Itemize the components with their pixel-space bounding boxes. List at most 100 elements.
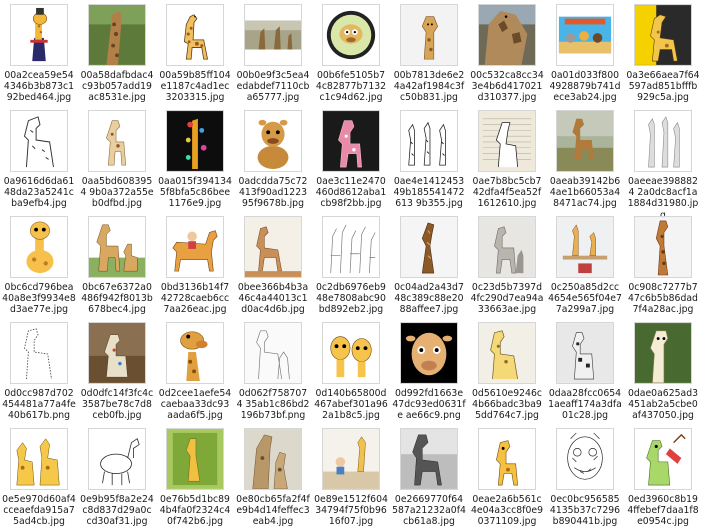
file-name-label: 0eae2a6b561c4e04a3cc8f0e90371109.jpg: [470, 494, 544, 528]
file-item[interactable]: 0d2cee1aefe54caebaa33dc93aada6f5.jpg: [156, 318, 234, 424]
file-name-label: 0ec0bc9565854135b37c7296b890441b.jpg: [549, 494, 621, 528]
image-thumbnail[interactable]: [634, 110, 692, 172]
file-item[interactable]: 0e89e1512f60434794f75f0b9616f07.jpg: [312, 424, 390, 530]
image-thumbnail[interactable]: [88, 428, 146, 490]
image-thumbnail[interactable]: [244, 216, 302, 278]
file-item[interactable]: 0ae7b8bc5cb742dfa4f5ea52f1612610.jpg: [468, 106, 546, 212]
file-item[interactable]: 00a2cea59e544346b3b873c192bed464.jpg: [0, 0, 78, 106]
image-thumbnail[interactable]: [88, 110, 146, 172]
image-thumbnail[interactable]: [10, 322, 68, 384]
image-thumbnail[interactable]: [634, 216, 692, 278]
image-thumbnail[interactable]: [244, 322, 302, 384]
file-item[interactable]: 0aa015f3941345f8bfa5c86bee1176e9.jpg: [156, 106, 234, 212]
file-item[interactable]: 0d992fd1663e47dc93ed0631fe ae66c9.png: [390, 318, 468, 424]
thumbnail-container: [78, 320, 156, 386]
image-thumbnail[interactable]: [10, 110, 68, 172]
file-item[interactable]: 0c908c7277b747c6b5b86dad7f4a28ac.jpg: [624, 212, 702, 318]
file-item[interactable]: 0bc67e6372a0486f942f8013b678bec4.jpg: [78, 212, 156, 318]
image-thumbnail[interactable]: [88, 4, 146, 66]
file-item[interactable]: 0c23d5b7397d4fc290d7ea94a33663ae.jpg: [468, 212, 546, 318]
image-thumbnail[interactable]: [322, 4, 380, 66]
image-thumbnail[interactable]: [322, 322, 380, 384]
image-thumbnail[interactable]: [478, 428, 536, 490]
file-item[interactable]: 00a58dafbdac4c93b057add19ac8531e.jpg: [78, 0, 156, 106]
file-item[interactable]: 0a3e66aea7f64597ad851bfffb929c5a.jpg: [624, 0, 702, 106]
file-item[interactable]: 0e9b95f8a2e24c8d837d29a0ccd30af31.jpg: [78, 424, 156, 530]
file-item[interactable]: 0a9616d6da6148da23a5241cba9efb4.jpg: [0, 106, 78, 212]
file-item[interactable]: 0e5e970d60af4cceaefda915a75ad4cb.jpg: [0, 424, 78, 530]
image-thumbnail[interactable]: [166, 322, 224, 384]
image-thumbnail[interactable]: [88, 322, 146, 384]
image-thumbnail[interactable]: [400, 428, 458, 490]
image-thumbnail[interactable]: [10, 4, 68, 66]
image-thumbnail[interactable]: [322, 428, 380, 490]
file-item[interactable]: 0aa5bd6083954 9b0a372a55eb0dfbd.jpg: [78, 106, 156, 212]
file-item[interactable]: 0eae2a6b561c4e04a3cc8f0e90371109.jpg: [468, 424, 546, 530]
file-item[interactable]: 0bc6cd796bea40a8e3f9934e8d3ae77e.jpg: [0, 212, 78, 318]
file-item[interactable]: 0c2db6976eb948e7808abc90bd892eb2.jpg: [312, 212, 390, 318]
image-thumbnail[interactable]: [556, 110, 614, 172]
file-item[interactable]: 0d140b65800d467abef301a962a1b8c5.jpg: [312, 318, 390, 424]
image-thumbnail[interactable]: [244, 428, 302, 490]
file-item[interactable]: 0ed3960c8b194ffebef7daa1f8e0954c.jpg: [624, 424, 702, 530]
file-item[interactable]: 0d0cc987d702454481a77a4fe40b617b.png: [0, 318, 78, 424]
file-name-label: 0e2669770f64587a21232a0f4cb61a8.jpg: [392, 494, 466, 528]
image-thumbnail[interactable]: [166, 110, 224, 172]
file-item[interactable]: 00b0e9f3c5ea4edabdef7110cba65777.jpg: [234, 0, 312, 106]
file-item[interactable]: 0e2669770f64587a21232a0f4cb61a8.jpg: [390, 424, 468, 530]
image-thumbnail[interactable]: [322, 216, 380, 278]
file-item[interactable]: 00b7813de6e24a42af1984c3fc50b831.jpg: [390, 0, 468, 106]
file-item[interactable]: 0aeab39142b64ae1b66053a48471ac74.jpg: [546, 106, 624, 212]
file-item[interactable]: 0ec0bc9565854135b37c7296b890441b.jpg: [546, 424, 624, 530]
image-thumbnail[interactable]: [478, 216, 536, 278]
image-thumbnail[interactable]: [166, 216, 224, 278]
file-item[interactable]: 0ae4e141245349b185541472613 9b355.jpg: [390, 106, 468, 212]
file-item[interactable]: 0ae3c11e2470460d8612aba1cb98f2bb.jpg: [312, 106, 390, 212]
image-thumbnail[interactable]: [166, 428, 224, 490]
image-thumbnail[interactable]: [556, 216, 614, 278]
file-item[interactable]: 0e80cb65fa2f4fe9b4d14feffec3eab4.jpg: [234, 424, 312, 530]
image-thumbnail[interactable]: [166, 4, 224, 66]
thumbnail-container: [390, 320, 468, 386]
file-item[interactable]: 0d5610e9246c4b66badc3ba95dd764c7.jpg: [468, 318, 546, 424]
thumbnail-container: [78, 214, 156, 280]
file-item[interactable]: 00a59b85ff104e1187c4ad1ec3203315.jpg: [156, 0, 234, 106]
thumbnail-container: [312, 108, 390, 174]
file-item[interactable]: 0bee366b4b3a46c4a44013c1d0ac4d6b.jpg: [234, 212, 312, 318]
image-thumbnail[interactable]: [322, 110, 380, 172]
file-item[interactable]: 0a01d033f8004928879b741dece3ab24.jpg: [546, 0, 624, 106]
file-item[interactable]: 0e76b5d1bc894b4fa0f2324c40f742b6.jpg: [156, 424, 234, 530]
file-item[interactable]: 0c250a85d2cc4654e565f04e77a299a7.jpg: [546, 212, 624, 318]
file-item[interactable]: 0daa28fcc06541aeaff174a3dfa01c28.jpg: [546, 318, 624, 424]
image-thumbnail[interactable]: [400, 110, 458, 172]
image-thumbnail[interactable]: [400, 216, 458, 278]
image-thumbnail[interactable]: [244, 110, 302, 172]
file-item[interactable]: 00b6fe5105b74c82877b7132c1c94d62.jpg: [312, 0, 390, 106]
image-thumbnail[interactable]: [556, 4, 614, 66]
thumbnail-container: [312, 214, 390, 280]
image-thumbnail[interactable]: [400, 4, 458, 66]
image-thumbnail[interactable]: [556, 322, 614, 384]
file-item[interactable]: 0dae0a625ad3451ab2a5cbe0af437050.jpg: [624, 318, 702, 424]
image-thumbnail[interactable]: [478, 322, 536, 384]
file-item[interactable]: 0adcdda75c72413f90ad122395f9678b.jpg: [234, 106, 312, 212]
image-thumbnail[interactable]: [88, 216, 146, 278]
image-thumbnail[interactable]: [634, 4, 692, 66]
image-thumbnail[interactable]: [10, 216, 68, 278]
image-thumbnail[interactable]: [478, 4, 536, 66]
image-thumbnail[interactable]: [634, 428, 692, 490]
file-item[interactable]: 0c04ad2a43d748c389c88e2088affee7.jpg: [390, 212, 468, 318]
file-item[interactable]: 0bd3136b14f742728caeb6cc7aa26eac.jpg: [156, 212, 234, 318]
file-item[interactable]: 00c532ca8cc343e4b6d417021d310377.jpg: [468, 0, 546, 106]
file-item[interactable]: 0d062f7587074 35ab1c86bd2196b73bf.png: [234, 318, 312, 424]
image-thumbnail[interactable]: [400, 322, 458, 384]
file-name-label: 00b6fe5105b74c82877b7132c1c94d62.jpg: [315, 70, 387, 104]
image-thumbnail[interactable]: [634, 322, 692, 384]
image-thumbnail[interactable]: [478, 110, 536, 172]
image-thumbnail[interactable]: [556, 428, 614, 490]
thumbnail-container: [624, 2, 702, 68]
image-thumbnail[interactable]: [244, 4, 302, 66]
image-thumbnail[interactable]: [10, 428, 68, 490]
file-item[interactable]: 0aeeae3988824 2a0dc8acf1a1884d31980.jpg: [624, 106, 702, 221]
file-item[interactable]: 0d0dfc14f3fc4c3587be78c7d8ceb0fb.jpg: [78, 318, 156, 424]
